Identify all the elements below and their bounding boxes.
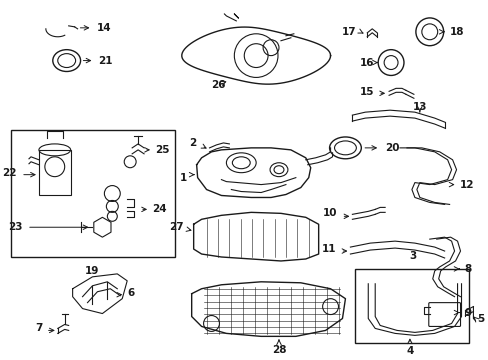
Text: 7: 7: [36, 323, 43, 333]
Text: 21: 21: [98, 55, 113, 66]
Text: 15: 15: [359, 87, 373, 97]
Text: 11: 11: [322, 244, 336, 254]
Text: 5: 5: [476, 314, 484, 324]
Text: 16: 16: [359, 58, 373, 68]
Text: 19: 19: [85, 266, 100, 276]
Text: 2: 2: [189, 138, 196, 148]
Text: 18: 18: [448, 27, 463, 37]
Text: 25: 25: [155, 145, 169, 155]
Bar: [39, 150, 70, 194]
Text: 22: 22: [2, 168, 17, 178]
Text: 8: 8: [464, 264, 471, 274]
Text: 24: 24: [152, 204, 166, 215]
Text: 14: 14: [96, 23, 111, 33]
Text: 23: 23: [8, 222, 23, 232]
Text: 9: 9: [464, 307, 470, 318]
Text: 12: 12: [459, 180, 473, 190]
Text: 27: 27: [169, 222, 183, 232]
Bar: [355, 269, 468, 343]
Text: 6: 6: [127, 288, 134, 298]
Text: 28: 28: [271, 345, 285, 355]
Text: 1: 1: [179, 173, 186, 183]
Text: 13: 13: [412, 102, 426, 112]
Text: 4: 4: [406, 346, 413, 356]
Text: 20: 20: [385, 143, 399, 153]
Text: 3: 3: [408, 251, 416, 261]
Bar: [11, 130, 174, 257]
Text: 10: 10: [323, 208, 337, 219]
Text: 17: 17: [341, 27, 356, 37]
Text: 26: 26: [211, 80, 225, 90]
